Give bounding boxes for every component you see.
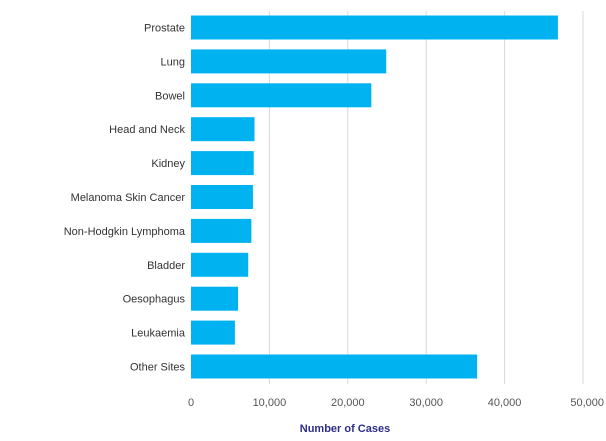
category-label: Prostate [144, 23, 185, 35]
x-axis-title: Number of Cases [300, 423, 390, 435]
x-tick-label: 20,000 [331, 397, 365, 409]
bars [191, 15, 558, 379]
bar[interactable] [191, 218, 252, 243]
bar[interactable] [191, 320, 235, 345]
x-tick-label: 0 [188, 397, 194, 409]
category-label: Oesophagus [123, 294, 186, 306]
x-tick-label: 10,000 [253, 397, 287, 409]
category-label: Bladder [147, 260, 185, 272]
bar[interactable] [191, 15, 558, 40]
x-tick-labels: 0 10,000 20,000 30,000 40,000 50,000 [188, 397, 604, 409]
category-label: Melanoma Skin Cancer [71, 192, 186, 204]
x-tick-label: 40,000 [488, 397, 522, 409]
category-label: Other Sites [130, 362, 186, 374]
bar[interactable] [191, 49, 387, 74]
bar[interactable] [191, 286, 239, 311]
bar[interactable] [191, 151, 254, 176]
x-tick-label: 30,000 [409, 397, 443, 409]
category-label: Leukaemia [131, 328, 186, 340]
x-tick-label: 50,000 [570, 397, 604, 409]
category-labels: Prostate Lung Bowel Head and Neck Kidney Mela… [64, 23, 186, 374]
bar[interactable] [191, 83, 372, 108]
category-label: Kidney [151, 158, 185, 170]
category-label: Head and Neck [109, 124, 185, 136]
bar[interactable] [191, 117, 255, 142]
category-label: Bowel [155, 90, 185, 102]
bar[interactable] [191, 185, 253, 209]
category-label: Non-Hodgkin Lymphoma [64, 226, 186, 238]
category-label: Lung [161, 56, 185, 68]
bar[interactable] [191, 252, 249, 277]
bar[interactable] [191, 354, 478, 379]
